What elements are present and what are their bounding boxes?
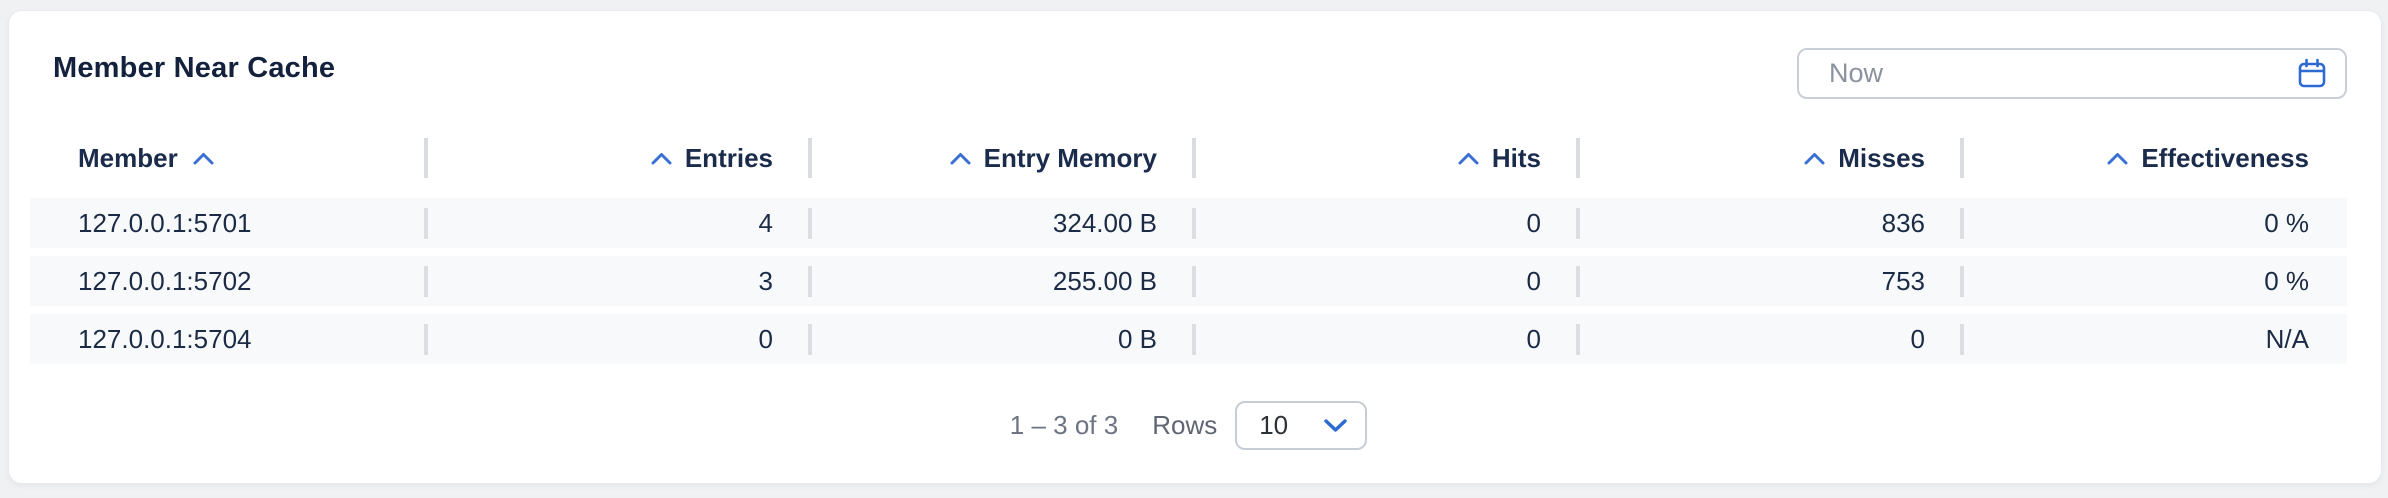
- cell-hits: 0: [1194, 207, 1580, 239]
- calendar-icon[interactable]: [2295, 57, 2329, 91]
- member-near-cache-panel: Member Near Cache Member: [8, 10, 2382, 484]
- sort-ascending-icon: [1458, 152, 1479, 164]
- cell-entries: 4: [426, 207, 812, 239]
- cell-hits: 0: [1194, 265, 1580, 297]
- cell-misses: 836: [1578, 207, 1964, 239]
- panel-header: Member Near Cache: [9, 11, 2381, 99]
- table-row: 127.0.0.1:5702 3 255.00 B 0 753 0 %: [30, 256, 2347, 306]
- cell-member: 127.0.0.1:5701: [30, 207, 428, 239]
- sort-ascending-icon: [193, 152, 214, 164]
- rows-per-page-value: 10: [1259, 410, 1289, 440]
- cell-misses: 753: [1578, 265, 1964, 297]
- cell-entries: 3: [426, 265, 812, 297]
- table-row: 127.0.0.1:5701 4 324.00 B 0 836 0 %: [30, 198, 2347, 248]
- column-header-label: Hits: [1491, 142, 1541, 173]
- time-filter-input[interactable]: [1807, 58, 2295, 89]
- pagination-bar: 1 – 3 of 3 Rows 10: [30, 401, 2347, 450]
- column-header-label: Entries: [684, 142, 773, 173]
- column-header-label: Member: [78, 142, 178, 173]
- cell-entries: 0: [426, 323, 812, 355]
- cell-misses: 0: [1578, 323, 1964, 355]
- rows-per-page-select[interactable]: 10: [1235, 401, 1368, 450]
- page-title: Member Near Cache: [53, 52, 336, 84]
- cell-hits: 0: [1194, 323, 1580, 355]
- cell-effectiveness: 0 %: [2264, 207, 2309, 238]
- table-body: 127.0.0.1:5701 4 324.00 B 0 836 0 % 127.…: [30, 198, 2347, 364]
- column-header-hits[interactable]: Hits: [1194, 143, 1578, 174]
- pagination-range: 1 – 3 of 3: [1009, 410, 1119, 440]
- cell-member: 127.0.0.1:5702: [30, 265, 428, 297]
- cell-effectiveness: N/A: [2265, 323, 2309, 354]
- column-header-entry-memory[interactable]: Entry Memory: [810, 143, 1194, 174]
- column-header-entries[interactable]: Entries: [426, 143, 810, 174]
- time-filter-field[interactable]: [1797, 48, 2347, 99]
- column-header-effectiveness[interactable]: Effectiveness: [1962, 143, 2346, 174]
- near-cache-table: Member Entries Entry Memory: [30, 135, 2347, 450]
- column-header-label: Entry Memory: [983, 142, 1157, 173]
- table-row: 127.0.0.1:5704 0 0 B 0 0 N/A: [30, 314, 2347, 364]
- cell-entry-memory: 324.00 B: [810, 207, 1196, 239]
- table-header-row: Member Entries Entry Memory: [30, 135, 2347, 181]
- cell-entry-memory: 255.00 B: [810, 265, 1196, 297]
- cell-member: 127.0.0.1:5704: [30, 323, 428, 355]
- cell-effectiveness: 0 %: [2264, 265, 2309, 296]
- column-header-misses[interactable]: Misses: [1578, 143, 1962, 174]
- column-header-member[interactable]: Member: [30, 143, 426, 174]
- rows-per-page-label: Rows: [1152, 410, 1218, 440]
- sort-ascending-icon: [950, 152, 971, 164]
- chevron-down-icon: [1324, 419, 1347, 432]
- sort-ascending-icon: [1804, 152, 1825, 164]
- cell-entry-memory: 0 B: [810, 323, 1196, 355]
- column-header-label: Misses: [1838, 142, 1925, 173]
- column-header-label: Effectiveness: [2141, 142, 2309, 173]
- sort-ascending-icon: [2107, 152, 2128, 164]
- sort-ascending-icon: [651, 152, 672, 164]
